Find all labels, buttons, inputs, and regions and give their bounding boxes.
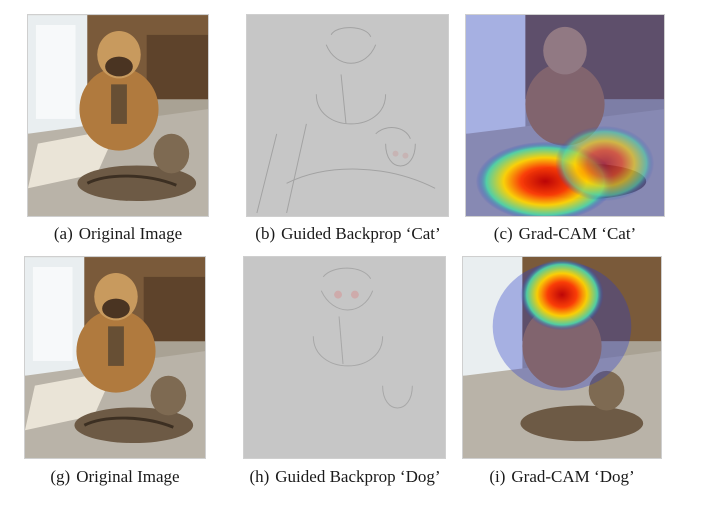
caption-h-tag: (h) (249, 467, 270, 486)
caption-c: (c) Grad-CAM ‘Cat’ (465, 224, 665, 244)
gradcam-cat-illustration (466, 15, 664, 216)
caption-a: (a) Original Image (27, 224, 209, 244)
gradcam-dog (462, 256, 662, 459)
caption-g-tag: (g) (50, 467, 71, 486)
caption-g: (g) Original Image (24, 467, 206, 487)
original-photo-illustration-2 (25, 257, 205, 458)
caption-h-label: Guided Backprop ‘Dog’ (275, 467, 441, 486)
guided-backprop-dog-illustration (244, 257, 445, 458)
caption-b-label: Guided Backprop ‘Cat’ (281, 224, 441, 243)
gradcam-dog-illustration (463, 257, 661, 458)
caption-a-tag: (a) (53, 224, 73, 243)
caption-c-tag: (c) (493, 224, 513, 243)
gradcam-cat (465, 14, 665, 217)
caption-b: (b) Guided Backprop ‘Cat’ (232, 224, 464, 244)
caption-g-label: Original Image (76, 467, 180, 486)
caption-i-label: Grad-CAM ‘Dog’ (511, 467, 635, 486)
caption-i-tag: (i) (489, 467, 506, 486)
caption-a-label: Original Image (78, 224, 183, 243)
caption-h: (h) Guided Backprop ‘Dog’ (228, 467, 462, 487)
caption-b-tag: (b) (255, 224, 276, 243)
caption-c-label: Grad-CAM ‘Cat’ (518, 224, 637, 243)
original-photo-illustration (28, 15, 208, 216)
original-image-cat-row (27, 14, 209, 217)
guided-backprop-dog (243, 256, 446, 459)
guided-backprop-cat-illustration (247, 15, 448, 216)
caption-i: (i) Grad-CAM ‘Dog’ (462, 467, 662, 487)
original-image-dog-row (24, 256, 206, 459)
guided-backprop-cat (246, 14, 449, 217)
